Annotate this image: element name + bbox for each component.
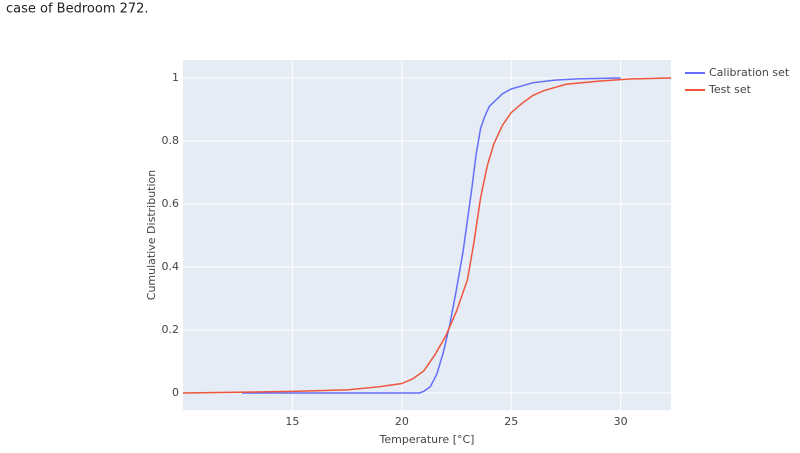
x-axis-title: Temperature [°C] bbox=[379, 433, 475, 446]
x-tick-label: 25 bbox=[504, 415, 518, 428]
legend-label: Test set bbox=[708, 83, 752, 96]
y-tick-label: 0.4 bbox=[162, 260, 180, 273]
y-tick-label: 0.8 bbox=[162, 134, 180, 147]
series-line bbox=[182, 77, 672, 394]
legend-label: Calibration set bbox=[709, 66, 790, 79]
y-tick-label: 0 bbox=[172, 386, 179, 399]
plot-area bbox=[183, 60, 671, 410]
caption: case of Bedroom 272. bbox=[6, 2, 149, 17]
x-tick-label: 30 bbox=[614, 415, 628, 428]
y-tick-label: 0.2 bbox=[162, 323, 180, 336]
series-line bbox=[242, 77, 621, 394]
x-tick-label: 15 bbox=[285, 415, 299, 428]
y-axis-title: Cumulative Distribution bbox=[145, 170, 158, 300]
y-tick-label: 0.6 bbox=[162, 197, 180, 210]
x-tick-label: 20 bbox=[395, 415, 409, 428]
y-tick-label: 1 bbox=[172, 71, 179, 84]
